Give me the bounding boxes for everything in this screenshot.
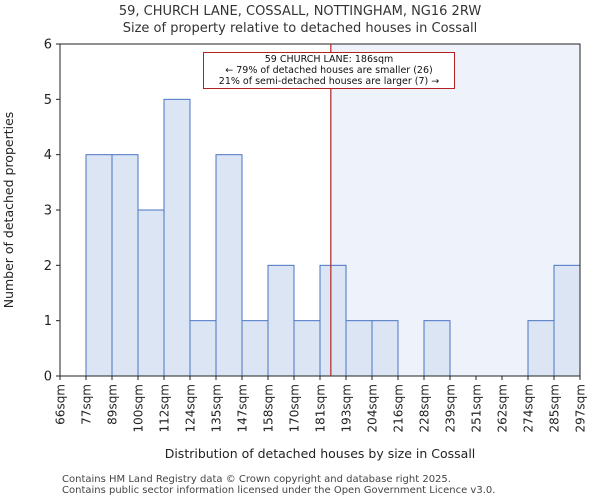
annotation-line-3: 21% of semi-detached houses are larger (… [218,76,440,87]
x-tick-label: 112sqm [158,384,172,432]
x-tick-label: 66sqm [54,384,68,425]
x-tick-label: 262sqm [496,384,510,432]
x-tick-label: 77sqm [80,384,94,425]
footer-licence: Contains public sector information licen… [62,485,496,496]
histogram-bar [189,320,217,377]
x-tick-label: 124sqm [184,384,198,432]
x-tick-label: 158sqm [262,384,276,432]
x-tick-label: 216sqm [392,384,406,432]
x-tick-label: 251sqm [470,384,484,432]
x-tick-label: 297sqm [574,384,588,432]
x-tick-label: 170sqm [288,384,302,432]
y-axis-label: Number of detached properties [1,112,16,309]
y-tick-label: 0 [44,370,52,385]
x-tick-label: 181sqm [314,384,328,432]
x-tick-label: 228sqm [418,384,432,432]
histogram-bar [371,320,399,377]
x-tick-label: 135sqm [210,384,224,432]
x-tick-label: 239sqm [444,384,458,432]
x-tick-label: 285sqm [548,384,562,432]
histogram-bar [345,320,373,377]
chart-subtitle: Size of property relative to detached ho… [122,21,478,36]
histogram-bar [319,264,347,377]
y-tick-label: 3 [44,204,52,219]
histogram-bar [293,320,321,377]
x-tick-label: 274sqm [522,384,536,432]
histogram-bar [423,320,451,377]
histogram-bar [267,264,295,377]
x-tick-label: 100sqm [132,384,146,432]
x-axis-label: Distribution of detached houses by size … [165,446,476,461]
y-tick-label: 6 [44,38,52,53]
y-tick-label: 4 [44,148,52,163]
histogram-bar [215,154,243,377]
histogram-bar [85,154,113,377]
chart-title: 59, CHURCH LANE, COSSALL, NOTTINGHAM, NG… [118,4,482,19]
y-tick-label: 1 [44,314,52,329]
histogram-bar [553,264,581,377]
annotation-line-1: 59 CHURCH LANE: 186sqm [264,54,394,65]
footer-copyright: Contains HM Land Registry data © Crown c… [62,474,451,485]
histogram-bar [241,320,269,377]
histogram-bar [163,98,191,377]
y-tick-label: 2 [44,259,52,274]
x-tick-label: 147sqm [236,384,250,432]
annotation-line-2: ← 79% of detached houses are smaller (26… [225,65,433,76]
histogram-bar [137,209,165,377]
x-tick-label: 193sqm [340,384,354,432]
histogram-bar [527,320,555,377]
y-tick-label: 5 [44,93,52,108]
x-tick-label: 89sqm [106,384,120,425]
histogram-bar [111,154,139,377]
x-tick-label: 204sqm [366,384,380,432]
property-annotation: 59 CHURCH LANE: 186sqm ← 79% of detached… [203,52,455,89]
